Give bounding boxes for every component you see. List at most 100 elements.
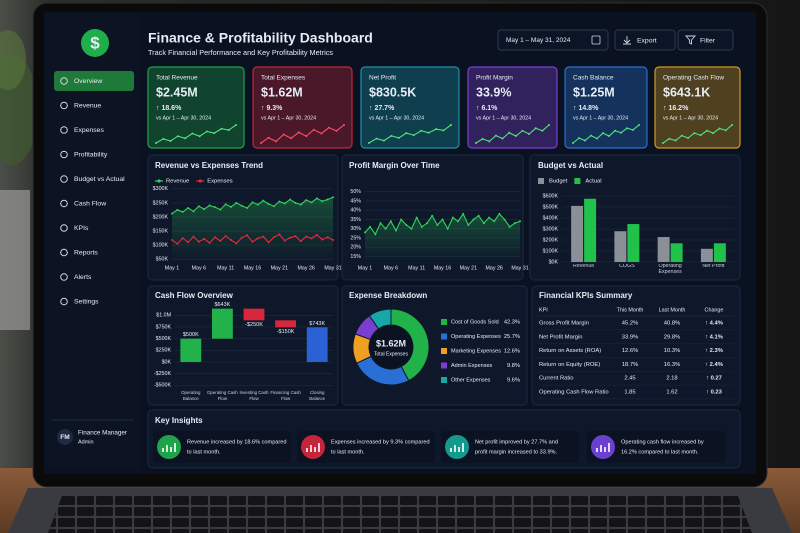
point (369, 225, 372, 228)
legend-label: Other Expenses (451, 377, 491, 383)
sparkline-point (687, 137, 690, 140)
insights-title: Key Insights (155, 416, 203, 425)
kpi-label: Total Revenue (156, 75, 198, 82)
menu-icon (60, 150, 68, 159)
kpi-change: ↑ 18.6% (156, 105, 182, 112)
menu-item[interactable]: Overview (74, 78, 102, 85)
area (172, 197, 333, 262)
x-tick-label: Financing Cash Flow (270, 390, 301, 401)
point (299, 203, 302, 206)
y-tick-label: $100K (153, 243, 169, 249)
point (498, 212, 501, 215)
y-tick-label: -$250K (154, 371, 172, 377)
bar (584, 198, 597, 262)
point (294, 201, 297, 204)
kpi-period: vs Apr 1 – Apr 30, 2024 (573, 115, 628, 121)
sparkline-point (528, 133, 531, 135)
button[interactable] (614, 29, 676, 51)
sparkline-point (282, 133, 285, 136)
legend-label: Budget (549, 179, 568, 185)
area (365, 213, 520, 262)
sparkline-point (501, 137, 504, 140)
sparkline-point (638, 124, 640, 126)
y-tick-label: 40% (350, 208, 361, 214)
point (513, 222, 516, 225)
y-tick-label: $500K (156, 336, 172, 342)
point (441, 218, 444, 221)
x-tick-label-box: Operating Expenses (658, 264, 681, 274)
kpi-change: ↑ 14.8% (573, 105, 599, 112)
menu-item[interactable]: Settings (74, 298, 99, 305)
sparkline-point (602, 132, 604, 135)
point (256, 203, 259, 206)
point (410, 227, 413, 230)
point (192, 235, 195, 238)
menu-item[interactable]: Cash Flow (74, 200, 106, 207)
kpi-change: ↑ 16.2% (663, 105, 689, 112)
sparkline-point (335, 129, 338, 132)
point (246, 206, 249, 209)
menu-icon (60, 297, 68, 306)
point (187, 241, 190, 244)
point (240, 236, 243, 239)
sparkline-point (312, 128, 315, 131)
point (176, 208, 179, 211)
legend-swatch (441, 333, 447, 340)
y-tick-label: $500K (543, 204, 559, 210)
sparkline-point (297, 131, 300, 134)
legend-value: 25.7% (504, 334, 520, 340)
sparkline-point (662, 142, 664, 144)
menu-item[interactable]: Alerts (74, 274, 92, 281)
x-tick-label: May 1 (358, 265, 372, 271)
point (503, 218, 506, 221)
menu-icon (60, 77, 68, 85)
x-tick-label: Closing Balance (309, 390, 326, 401)
y-tick-label: $300K (153, 186, 169, 192)
sparkline-point (442, 129, 445, 132)
date-picker[interactable] (497, 29, 609, 51)
y-tick-label: $600K (543, 193, 559, 199)
kpi-card (147, 66, 245, 149)
table-cell: 1.62 (666, 390, 677, 396)
legend-swatch (574, 178, 581, 184)
kpi-period: vs Apr 1 – Apr 30, 2024 (156, 115, 211, 121)
bar (657, 237, 670, 262)
menu-item[interactable]: Expenses (74, 127, 104, 134)
sparkline-point (481, 137, 484, 140)
menu-item[interactable]: Revenue (74, 102, 101, 109)
kpi-change: ↑ 27.7% (369, 105, 395, 112)
sparkline (368, 124, 452, 144)
button[interactable] (677, 29, 734, 51)
donut-center-value: $1.62M (376, 338, 406, 348)
bar (571, 205, 584, 262)
x-tick-label: May 26 (297, 265, 314, 271)
button-label: Export (637, 37, 657, 44)
x-tick-label-box: Investing Cash Flow (239, 390, 268, 401)
point (462, 212, 465, 215)
point (278, 200, 281, 203)
dashboard-title: Finance & Profitability Dashboard (148, 30, 373, 46)
sparkline-point (718, 127, 721, 130)
y-tick-label: 50% (350, 189, 361, 195)
point (294, 235, 297, 238)
menu-item[interactable]: Profitability (74, 151, 108, 158)
sparkline-point (674, 139, 677, 142)
insight-card (297, 431, 435, 463)
table-cell: 45.2% (622, 321, 638, 327)
sparkline-point (275, 140, 278, 143)
sparkline-point (397, 136, 400, 139)
insight-icon (445, 435, 469, 459)
menu-item[interactable]: Reports (74, 249, 98, 256)
y-tick-label: $250K (156, 348, 172, 354)
point (224, 235, 227, 238)
insight-glyph (306, 443, 320, 452)
sparkline-point (155, 142, 157, 144)
menu-item[interactable]: Budget vs Actual (74, 176, 125, 183)
plant (0, 30, 26, 90)
chart-title: Profit Margin Over Time (349, 161, 440, 170)
point (203, 237, 206, 240)
menu-item[interactable]: KPIs (74, 225, 89, 232)
legend-label: Marketing Expenses (451, 348, 501, 354)
sparkline-point (435, 128, 438, 131)
point (389, 220, 392, 223)
